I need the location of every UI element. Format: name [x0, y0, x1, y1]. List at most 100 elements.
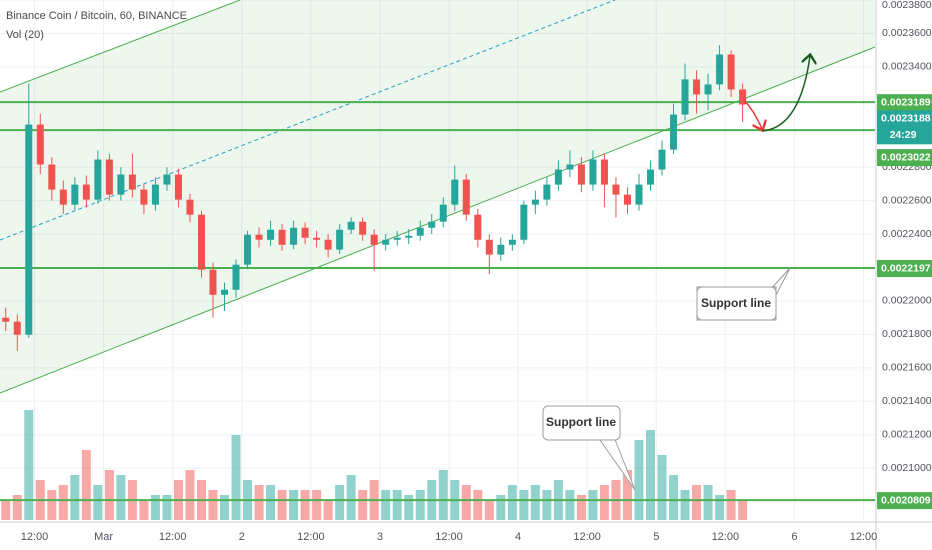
- candle-body: [232, 264, 240, 290]
- candle-body: [186, 199, 194, 215]
- candle-layer: [2, 45, 747, 352]
- candle-body: [140, 189, 148, 205]
- volume-bar: [738, 500, 748, 520]
- volume-bar: [645, 430, 655, 520]
- candle-body: [25, 124, 33, 335]
- channel-mid: [0, 0, 616, 241]
- volume-bar: [496, 495, 506, 520]
- candle-body: [174, 174, 182, 200]
- candle-body: [439, 204, 447, 222]
- volume-label: Vol (20): [6, 29, 44, 41]
- candle-body: [405, 235, 413, 238]
- callout-box: [696, 286, 777, 321]
- volume-bar: [47, 490, 57, 520]
- volume-bar: [1, 500, 11, 520]
- volume-bar: [335, 485, 345, 520]
- x-tick-label: 2: [239, 531, 245, 543]
- candle-body: [244, 234, 252, 265]
- channel-fill: [0, 0, 875, 393]
- candle-body: [82, 184, 90, 200]
- level-label-bg: [877, 492, 932, 510]
- candle-body: [589, 159, 597, 185]
- candle-body: [727, 54, 735, 90]
- volume-bar: [715, 495, 725, 520]
- y-tick-label: 0.0023400: [882, 61, 932, 73]
- volume-bar: [415, 490, 425, 520]
- volume-bar: [392, 490, 402, 520]
- candle-body: [497, 244, 505, 255]
- channel-lower: [0, 46, 876, 394]
- candle-body: [2, 317, 10, 322]
- volume-bar: [70, 475, 80, 520]
- y-tick-label: 0.0022600: [882, 194, 932, 206]
- y-tick-label: 0.0021800: [882, 328, 932, 340]
- candle-body: [428, 221, 436, 228]
- volume-bar: [346, 475, 356, 520]
- volume-layer: [1, 410, 748, 520]
- candle-body: [128, 174, 136, 190]
- up-arrow: [761, 56, 810, 132]
- candle-body: [105, 159, 113, 195]
- candle-body: [474, 214, 482, 240]
- candle-body: [71, 184, 79, 205]
- axes-layer: 0.00238000.00236000.00234000.00228000.00…: [21, 0, 932, 543]
- channel-upper: [0, 0, 241, 93]
- x-tick-label: 12:00: [435, 531, 463, 543]
- candle-body: [382, 239, 390, 245]
- level-label-bg: [877, 149, 932, 167]
- volume-bar: [484, 500, 494, 520]
- volume-bar: [185, 470, 195, 520]
- candle-body: [36, 124, 44, 165]
- candle-body: [681, 79, 689, 115]
- candle-body: [462, 179, 470, 215]
- y-tick-label: 0.0021200: [882, 429, 932, 441]
- callout-pointer: [599, 431, 636, 491]
- levels-layer: [0, 101, 875, 502]
- candle-body: [94, 159, 102, 200]
- candle-body: [359, 221, 367, 235]
- volume-bar: [438, 470, 448, 520]
- candle-body: [324, 239, 332, 250]
- volume-bar: [220, 495, 230, 520]
- last-price-label: 0.0023188: [881, 113, 931, 125]
- time-axis-bg: [0, 522, 932, 550]
- volume-bar: [680, 490, 690, 520]
- level-label-bg: [877, 94, 932, 112]
- candle-body: [623, 194, 631, 205]
- candle-body: [635, 184, 643, 205]
- candle-body: [278, 229, 286, 245]
- volume-bar: [139, 500, 149, 520]
- volume-bar: [12, 495, 22, 520]
- volume-bar: [150, 495, 160, 520]
- volume-bar: [519, 490, 529, 520]
- x-tick-label: Mar: [94, 531, 113, 543]
- volume-bar: [692, 485, 702, 520]
- countdown: 24:29: [890, 129, 917, 141]
- volume-bar: [289, 490, 299, 520]
- volume-bar: [358, 490, 368, 520]
- candle-body: [693, 79, 701, 95]
- x-tick-label: 5: [653, 531, 659, 543]
- volume-bar: [576, 495, 586, 520]
- x-tick-label: 12:00: [850, 531, 878, 543]
- candle-body: [658, 149, 666, 170]
- candle-body: [451, 179, 459, 205]
- volume-bar: [231, 435, 241, 520]
- x-tick-label: 3: [377, 531, 383, 543]
- candle-body: [646, 169, 654, 185]
- candle-body: [520, 204, 528, 240]
- candle-body: [313, 237, 321, 240]
- volume-bar: [565, 490, 575, 520]
- volume-bar: [266, 485, 276, 520]
- candle-body: [739, 89, 747, 105]
- candle-body: [554, 169, 562, 185]
- candle-body: [48, 164, 56, 190]
- candle-body: [704, 84, 712, 95]
- x-tick-label: 12:00: [21, 531, 49, 543]
- volume-bar: [622, 470, 632, 520]
- volume-bar: [588, 490, 598, 520]
- candle-body: [301, 227, 309, 238]
- volume-bar: [404, 495, 414, 520]
- candle-body: [416, 227, 424, 236]
